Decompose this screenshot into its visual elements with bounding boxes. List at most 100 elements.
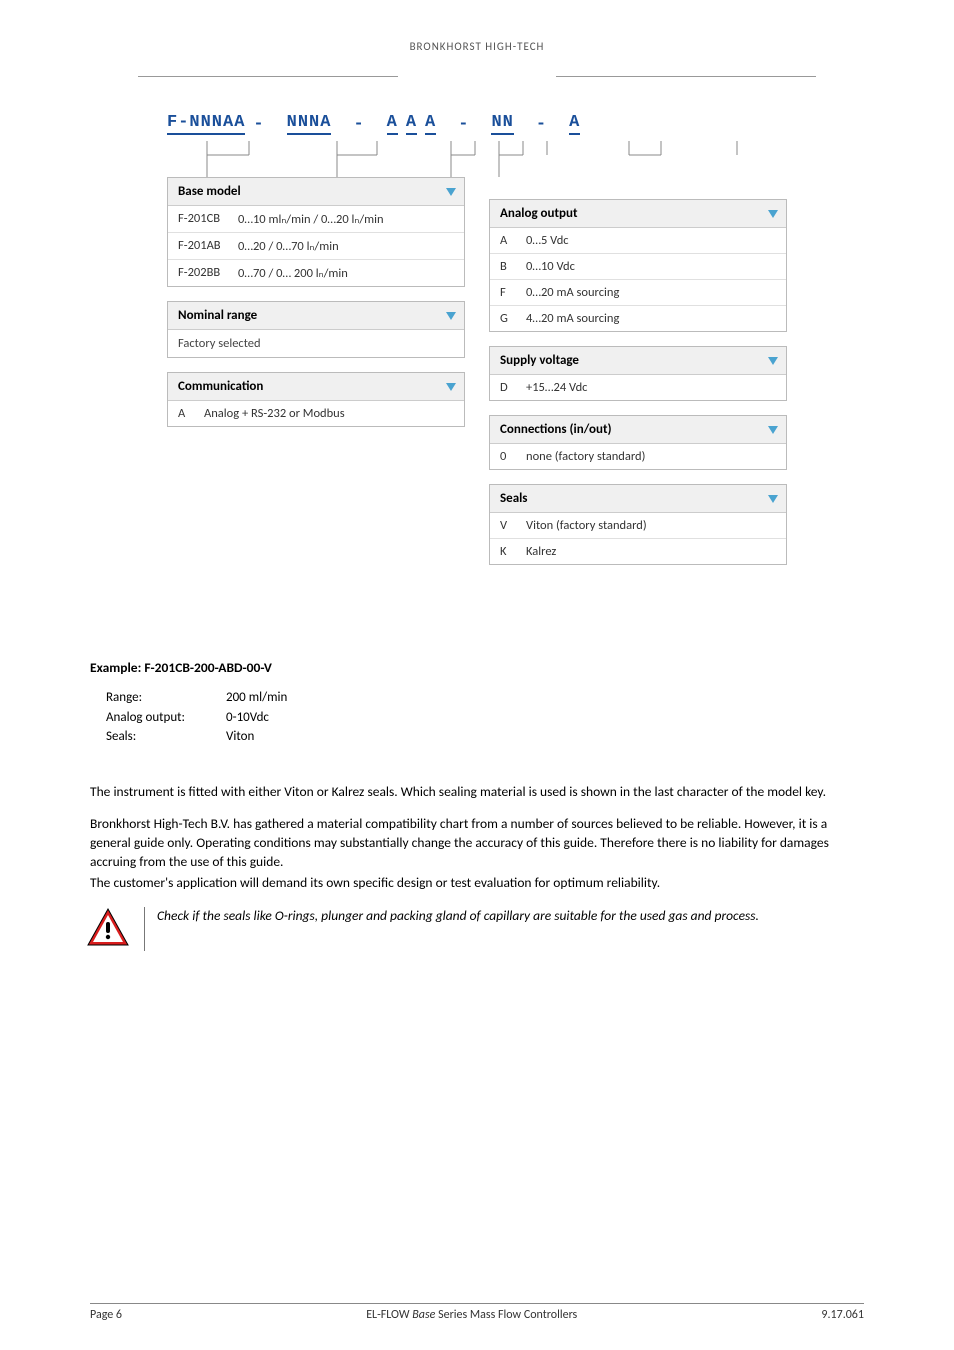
table-row: D+15…24 Vdc [490,375,786,400]
footer-title-em: Base [412,1308,435,1322]
cell: B [500,259,526,274]
footer-page: Page 6 [90,1308,122,1322]
warning-triangle-icon [86,907,130,951]
cell: F-202BB [178,265,238,281]
model-seg-prefix: F-NNNAA [167,113,245,135]
base-model-title: Base model [168,178,464,206]
paragraph-2: Bronkhorst High-Tech B.V. has gathered a… [90,815,864,872]
cell: 0 [500,449,526,464]
table-row: VViton (factory standard) [490,513,786,539]
seals-box: Seals VViton (factory standard) KKalrez [489,484,787,565]
arrow-down-icon [768,210,778,218]
communication-title-text: Communication [178,379,263,394]
left-column: Base model F-201CB0…10 mlₙ/min / 0…20 lₙ… [167,177,465,579]
cell: Analog output: [106,708,226,728]
cell: Seals: [106,727,226,747]
model-segA2: A [406,113,417,135]
table-row: F-201AB0…20 / 0…70 lₙ/min [168,233,464,260]
page-header: BRONKHORST HIGH-TECH [90,40,864,113]
example-title: Example: F-201CB-200-ABD-00-V [90,659,864,676]
analog-output-title: Analog output [490,200,786,228]
arrow-down-icon [768,357,778,365]
table-row: A0…5 Vdc [490,228,786,254]
cell: 200 ml/min [226,688,287,708]
communication-title: Communication [168,373,464,401]
model-key-diagram: F-NNNAA - NNNA - A A A - NN - A [167,113,787,579]
base-model-box: Base model F-201CB0…10 mlₙ/min / 0…20 lₙ… [167,177,465,287]
right-column: Analog output A0…5 Vdc B0…10 Vdc F0…20 m… [489,177,787,579]
cell: F-201AB [178,238,238,254]
cell: V [500,518,526,533]
cell: A [178,406,204,421]
paragraph-3: The customer's application will demand i… [90,874,864,893]
footer-title-pre: EL-FLOW [366,1308,412,1322]
cell: none (factory standard) [526,449,776,464]
analog-output-box: Analog output A0…5 Vdc B0…10 Vdc F0…20 m… [489,199,787,332]
table-row: G4…20 mA sourcing [490,306,786,331]
model-segNN: NN [491,113,513,135]
connections-title: Connections (in/out) [490,416,786,444]
cell: 0…10 Vdc [526,259,776,274]
rule-left [138,76,398,77]
cell: 0…5 Vdc [526,233,776,248]
arrow-down-icon [446,383,456,391]
connections-title-text: Connections (in/out) [500,422,612,437]
caution-block: Check if the seals like O-rings, plunger… [86,907,864,951]
dash: - [536,115,547,134]
cell: Kalrez [526,544,776,559]
model-code-row: F-NNNAA - NNNA - A A A - NN - A [167,113,787,135]
cell: 0…70 / 0… 200 lₙ/min [238,265,454,281]
table-row: F-202BB0…70 / 0… 200 lₙ/min [168,260,464,286]
model-seg2: NNNA [287,113,332,135]
cell: Viton [226,727,254,747]
cell: K [500,544,526,559]
footer-title-post: Series Mass Flow Controllers [435,1308,577,1322]
arrow-down-icon [446,188,456,196]
nominal-range-value: Factory selected [168,330,464,357]
table-row: KKalrez [490,539,786,564]
dash: - [353,115,364,134]
cell: F-201CB [178,211,238,227]
base-model-title-text: Base model [178,184,241,199]
example-table: Range:200 ml/min Analog output:0-10Vdc S… [106,688,864,747]
cell: D [500,380,526,395]
cell: A [500,233,526,248]
header-text: BRONKHORST HIGH-TECH [410,40,545,53]
footer-docnum: 9.17.061 [821,1308,864,1322]
footer-title: EL-FLOW Base Series Mass Flow Controller… [366,1308,577,1322]
table-row: Range:200 ml/min [106,688,864,708]
page-footer: Page 6 EL-FLOW Base Series Mass Flow Con… [90,1303,864,1322]
cell: 0…20 mA sourcing [526,285,776,300]
connector-lines-top [167,141,787,177]
paragraph-1: The instrument is fitted with either Vit… [90,783,864,802]
supply-voltage-title: Supply voltage [490,347,786,375]
arrow-down-icon [768,495,778,503]
connections-box: Connections (in/out) 0none (factory stan… [489,415,787,470]
seals-title-text: Seals [500,491,528,506]
analog-output-title-text: Analog output [500,206,578,221]
table-row: F-201CB0…10 mlₙ/min / 0…20 lₙ/min [168,206,464,233]
seals-title: Seals [490,485,786,513]
cell: Analog + RS-232 or Modbus [204,406,454,421]
cell: F [500,285,526,300]
cell: Viton (factory standard) [526,518,776,533]
cell: G [500,311,526,326]
cell: +15…24 Vdc [526,380,776,395]
diagram-columns: Base model F-201CB0…10 mlₙ/min / 0…20 lₙ… [167,177,787,579]
table-row: Analog output:0-10Vdc [106,708,864,728]
caution-text: Check if the seals like O-rings, plunger… [144,907,864,951]
table-row: B0…10 Vdc [490,254,786,280]
cell: 0…20 / 0…70 lₙ/min [238,238,454,254]
rule-right [556,76,816,77]
supply-voltage-title-text: Supply voltage [500,353,579,368]
dash: - [458,115,469,134]
cell: 0…10 mlₙ/min / 0…20 lₙ/min [238,211,454,227]
model-segA1: A [387,113,398,135]
table-row: F0…20 mA sourcing [490,280,786,306]
arrow-down-icon [446,312,456,320]
nominal-range-box: Nominal range Factory selected [167,301,465,358]
supply-voltage-box: Supply voltage D+15…24 Vdc [489,346,787,401]
nominal-range-title: Nominal range [168,302,464,330]
nominal-range-title-text: Nominal range [178,308,257,323]
dash: - [253,115,264,134]
